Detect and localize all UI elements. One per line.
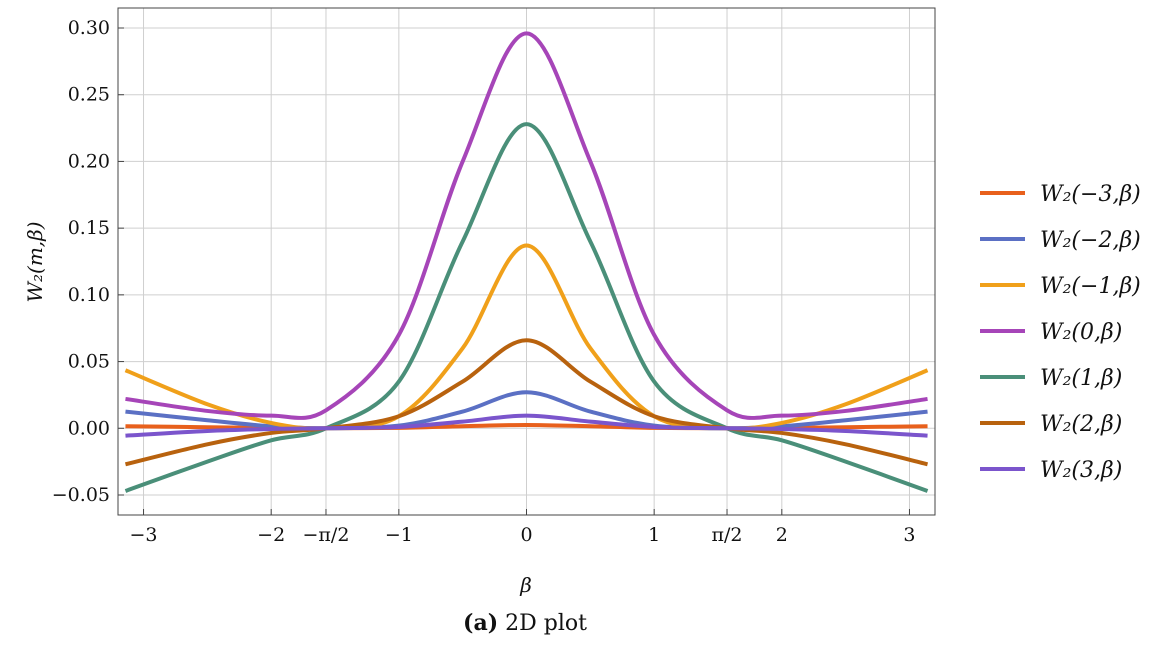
legend-entry: W₂(−1,β) — [1040, 274, 1141, 299]
y-tick-label: 0.30 — [68, 17, 110, 39]
series-line — [125, 413, 928, 438]
legend-entry: W₂(3,β) — [1040, 458, 1122, 483]
legend-entry: W₂(2,β) — [1040, 412, 1122, 437]
caption-text: 2D plot — [505, 611, 587, 636]
x-tick-label: π/2 — [712, 524, 743, 546]
x-tick-label: 3 — [903, 524, 915, 546]
legend-entry: W₂(1,β) — [1040, 366, 1122, 391]
x-tick-label: −2 — [257, 524, 285, 546]
legend: W₂(−3,β) W₂(−2,β) W₂(−1,β) W₂(0,β) W₂(1,β) W₂… — [980, 182, 1141, 483]
x-tick-label: −3 — [130, 524, 158, 546]
y-tick-label: 0.25 — [68, 84, 110, 106]
y-tick-label: 0.05 — [68, 351, 110, 373]
x-tick-label: 2 — [776, 524, 788, 546]
series-line — [125, 31, 928, 420]
y-tick-label: −0.05 — [52, 484, 110, 506]
y-tick-label: 0.15 — [68, 217, 110, 239]
series-line — [124, 243, 929, 431]
tick-labels: −3 −2 −π/2 −1 0 1 π/2 2 3 −0.05 0.00 0.05 0.10 0.15 0.… — [52, 17, 916, 546]
legend-entry: W₂(0,β) — [1040, 320, 1122, 345]
y-tick-label: 0.00 — [68, 417, 110, 439]
y-tick-label: 0.20 — [68, 150, 110, 172]
legend-entry: W₂(−2,β) — [1040, 228, 1141, 253]
y-axis-label: W₂(m,β) — [23, 221, 47, 302]
series-line — [125, 390, 928, 431]
series-line — [124, 122, 929, 493]
series-line — [124, 338, 929, 467]
x-tick-label: −π/2 — [303, 524, 350, 546]
caption-label: (a) — [463, 610, 499, 636]
x-axis-label: β — [519, 573, 532, 597]
x-tick-label: 0 — [520, 524, 532, 546]
y-tick-label: 0.10 — [68, 284, 110, 306]
x-tick-label: 1 — [648, 524, 660, 546]
figure-caption: (a) 2D plot — [0, 610, 1050, 636]
legend-entry: W₂(−3,β) — [1040, 182, 1141, 207]
series-lines — [124, 31, 929, 493]
x-tick-label: −1 — [385, 524, 413, 546]
